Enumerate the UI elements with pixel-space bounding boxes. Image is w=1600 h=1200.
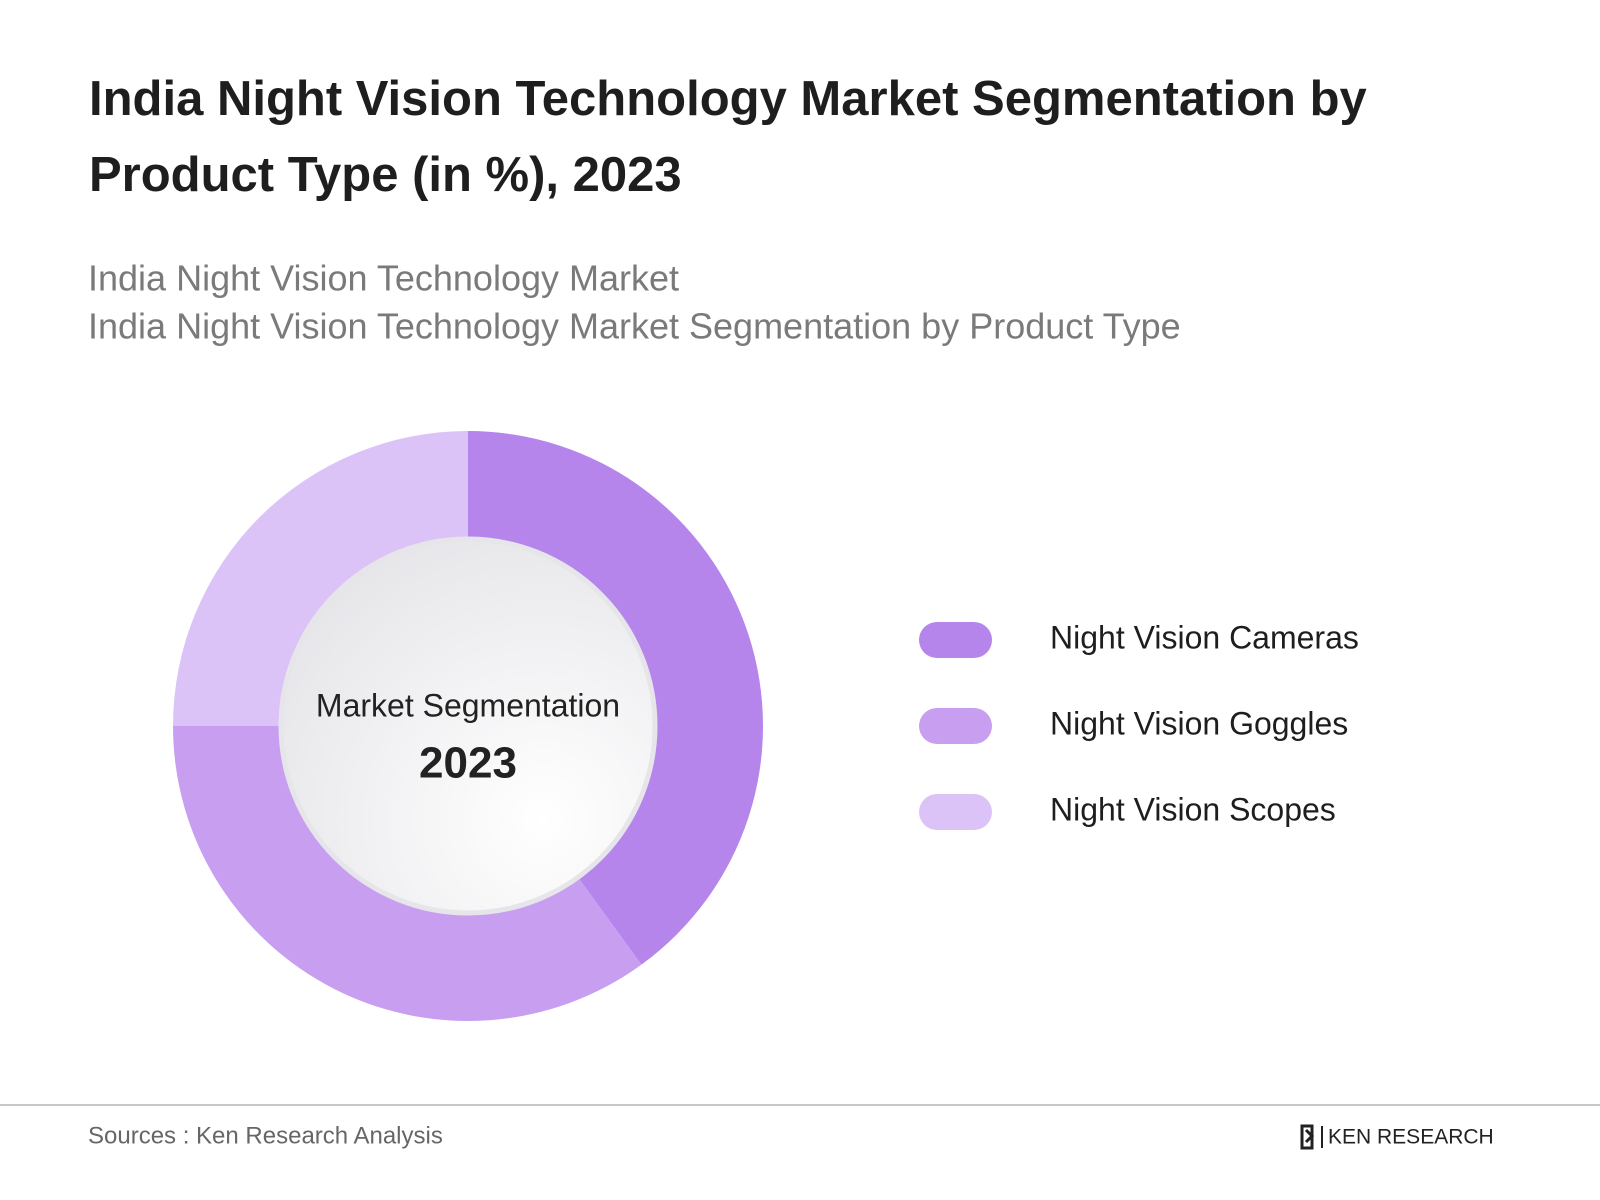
legend: Night Vision Cameras Night Vision Goggles…	[919, 619, 1359, 830]
donut	[173, 431, 764, 1022]
legend-label: Night Vision Goggles	[1050, 705, 1348, 741]
donut-hole	[278, 536, 658, 916]
brand-logo	[1300, 1124, 1315, 1150]
source: Sources : Ken Research Analysis	[88, 1122, 443, 1149]
legend-swatch	[919, 622, 992, 658]
center-label: Market Segmentation	[316, 687, 620, 723]
center-year: 2023	[419, 739, 517, 788]
donut-segment	[173, 431, 468, 726]
chart-subtitle: India Night Vision Technology Market	[88, 258, 679, 299]
chart-title: India Night Vision Technology Market Seg…	[89, 72, 1367, 126]
legend-swatch	[919, 794, 992, 830]
chart-title: Product Type (in %), 2023	[89, 148, 682, 202]
brand: KEN RESEARCH	[1328, 1126, 1494, 1149]
legend-swatch	[919, 708, 992, 744]
donut-segment	[173, 726, 642, 1022]
legend-label: Night Vision Cameras	[1050, 619, 1359, 655]
legend-label: Night Vision Scopes	[1050, 791, 1336, 827]
donut-segment	[468, 431, 764, 965]
chart-subtitle: India Night Vision Technology Market Seg…	[88, 306, 1181, 347]
